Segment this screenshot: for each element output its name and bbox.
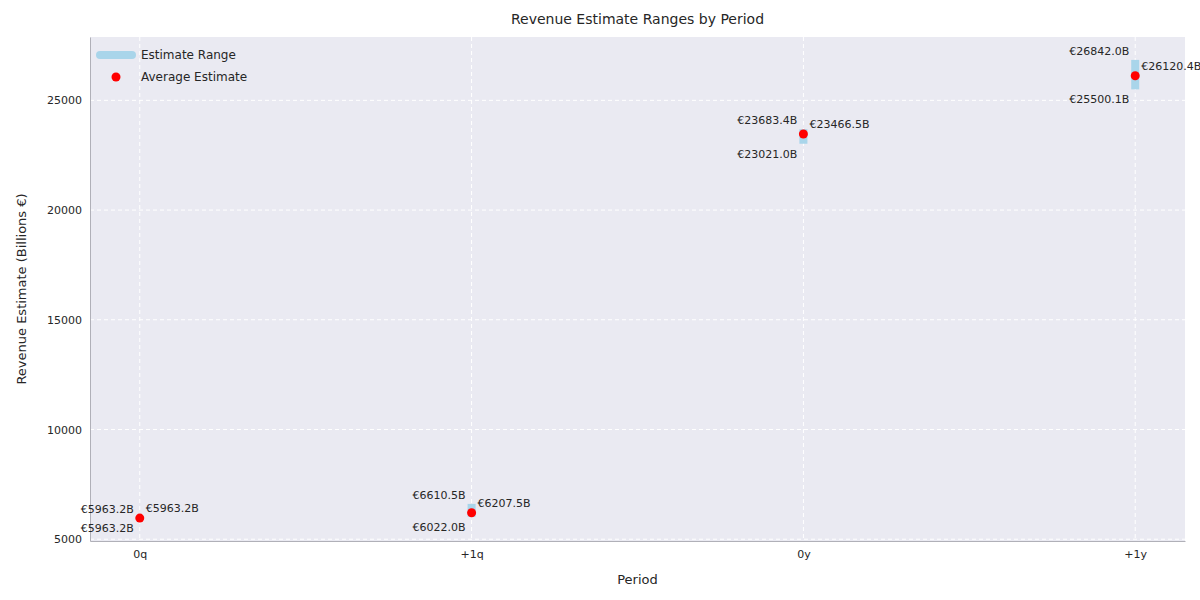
data-label: €6207.5B: [478, 497, 531, 510]
marks: [135, 60, 1139, 523]
grid-line: [139, 37, 140, 541]
title: Revenue Estimate Ranges by Period: [511, 11, 764, 27]
average-point: [135, 514, 144, 523]
grid-line: [1135, 37, 1136, 541]
range-bar: [1131, 60, 1139, 89]
tick-label: 0q: [133, 548, 147, 561]
tick: 0q: [133, 541, 147, 561]
average-point: [799, 129, 808, 138]
y-axis-title: Revenue Estimate (Billions €): [14, 193, 29, 384]
grid-line: [90, 100, 1185, 101]
data-label: €6022.0B: [413, 521, 466, 534]
data-label: €23683.4B: [737, 114, 797, 127]
data-label: €5963.2B: [81, 522, 134, 535]
range-bar: [468, 504, 476, 517]
legend-swatch: [100, 51, 132, 59]
tick: 10000: [47, 424, 90, 437]
legend-item: Estimate Range: [100, 48, 236, 62]
tick-label: +1q: [460, 548, 483, 561]
tick: 5000: [54, 533, 90, 546]
tick-label: 5000: [54, 533, 82, 546]
average-point: [467, 508, 476, 517]
average-point: [1131, 71, 1140, 80]
data-label: €6610.5B: [413, 489, 466, 502]
grid: [90, 37, 1185, 541]
legend-label: Estimate Range: [141, 48, 236, 62]
data-label: €23021.0B: [737, 148, 797, 161]
y-axis: 5000 10000 15000 20000 25000: [47, 38, 91, 547]
legend-label: Average Estimate: [141, 70, 247, 84]
data-label: €26842.0B: [1069, 45, 1129, 58]
axis-line: [91, 541, 1186, 542]
grid-line: [803, 37, 804, 541]
tick-label: 10000: [47, 424, 82, 437]
grid-line: [90, 429, 1185, 430]
grid-line: [90, 210, 1185, 211]
data-label: €5963.2B: [146, 502, 199, 515]
tick-label: 15000: [47, 314, 82, 327]
grid-line: [471, 37, 472, 541]
chart: 5000 10000 15000 20000 25000 0q +1q 0y +1y €5963.…: [0, 0, 1200, 600]
tick-label: 20000: [47, 204, 82, 217]
data-label: €26120.4B: [1141, 60, 1200, 73]
legend-swatch: [112, 73, 121, 82]
tick: 0y: [797, 541, 811, 561]
grid-line: [90, 539, 1185, 540]
legend-item: Average Estimate: [112, 70, 248, 84]
tick-label: 0y: [797, 548, 811, 561]
tick: +1q: [460, 541, 483, 561]
tick: 25000: [47, 94, 90, 107]
plot-background: [90, 37, 1185, 541]
tick: +1y: [1124, 541, 1147, 561]
grid-line: [90, 319, 1185, 320]
data-label: €5963.2B: [81, 503, 134, 516]
data-label: €23466.5B: [809, 118, 869, 131]
tick-label: 25000: [47, 94, 82, 107]
x-axis-title: Period: [617, 572, 658, 587]
plot: 5000 10000 15000 20000 25000 0q +1q 0y +1y €5963.…: [47, 37, 1200, 561]
tick: 20000: [47, 204, 90, 217]
tick-label: +1y: [1124, 548, 1147, 561]
legend: Estimate Range Average Estimate: [100, 48, 247, 84]
data-labels: €5963.2B €5963.2B €6610.5B €6022.0B €23683.4…: [81, 45, 1200, 535]
axis-line: [90, 38, 91, 542]
tick: 15000: [47, 314, 90, 327]
range-bar: [799, 129, 807, 144]
x-axis: 0q +1q 0y +1y: [91, 541, 1186, 561]
data-label: €25500.1B: [1069, 93, 1129, 106]
